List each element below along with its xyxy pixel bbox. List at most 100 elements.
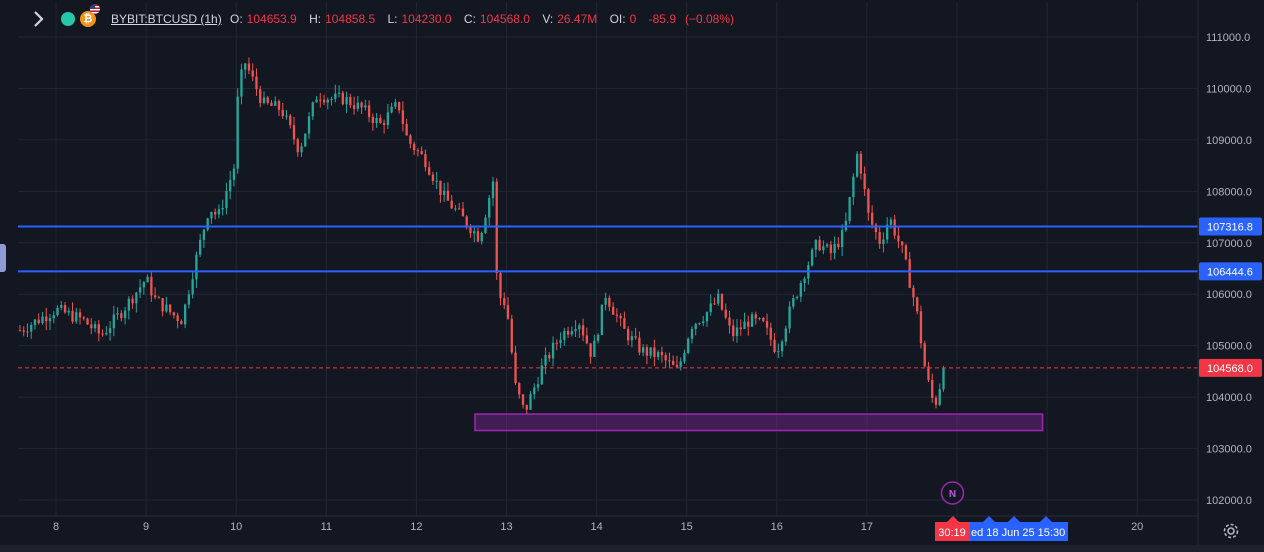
candle: [529, 391, 532, 410]
candle-body: [886, 224, 889, 240]
candle: [499, 270, 502, 306]
x-tick-label: 8: [53, 521, 59, 533]
candle: [221, 199, 224, 216]
candle: [195, 251, 198, 288]
candle-body: [240, 69, 243, 97]
candle: [938, 383, 941, 407]
candle: [259, 85, 262, 108]
candle-body: [901, 241, 904, 246]
support-zone[interactable]: [474, 413, 1044, 432]
candle-body: [296, 139, 299, 153]
support-zone-layer[interactable]: [474, 413, 1044, 432]
y-tick-label: 103000.0: [1206, 444, 1252, 456]
candle: [657, 350, 660, 361]
candle-body: [822, 246, 825, 251]
candle-body: [927, 366, 930, 380]
candle: [37, 313, 40, 325]
candle-body: [709, 303, 712, 313]
candle-body: [183, 304, 187, 325]
candle-body: [795, 296, 799, 299]
candle: [623, 311, 626, 330]
candle: [240, 63, 243, 105]
candle-body: [322, 99, 326, 103]
candle-body: [285, 115, 288, 117]
candle-body: [600, 304, 604, 335]
symbol-title[interactable]: BYBIT:BTCUSD (1h): [111, 12, 222, 26]
gear-icon[interactable]: [1221, 521, 1241, 541]
candle-body: [739, 327, 742, 330]
news-marker-icon[interactable]: [940, 481, 965, 505]
candle: [142, 281, 146, 295]
candle: [168, 304, 172, 315]
candle-body: [837, 243, 840, 248]
crosshair-time-badge: [968, 522, 1068, 541]
chevron-right-icon[interactable]: [28, 9, 48, 29]
candle: [503, 292, 506, 310]
candle: [461, 201, 465, 217]
candle-body: [574, 329, 577, 332]
candle: [574, 320, 577, 337]
candle-body: [337, 92, 341, 94]
candle: [563, 327, 566, 346]
candle-body: [491, 181, 495, 198]
candle: [274, 96, 277, 107]
candle-body: [469, 226, 472, 234]
candle-body: [52, 315, 55, 319]
candle: [326, 97, 329, 110]
candle-body: [315, 99, 318, 103]
candle-body: [788, 306, 791, 329]
candle-body: [120, 313, 123, 319]
candle: [214, 208, 217, 220]
candle-body: [97, 324, 100, 334]
candle-body: [210, 211, 213, 219]
candle: [33, 318, 37, 330]
candle-body: [225, 191, 228, 208]
candle-body: [713, 303, 716, 305]
candle-body: [518, 383, 521, 395]
candle-body: [784, 328, 787, 342]
candle: [878, 225, 881, 249]
candle-body: [443, 190, 446, 195]
candle: [600, 304, 604, 336]
candle-body: [266, 97, 269, 103]
candle-body: [638, 337, 641, 353]
level-price-badge: [1199, 262, 1262, 281]
candle: [379, 114, 382, 124]
candle-body: [150, 276, 153, 296]
candle-body: [525, 404, 528, 410]
candle: [886, 217, 889, 244]
candle: [544, 347, 547, 375]
candle: [371, 113, 375, 131]
candle: [236, 88, 239, 174]
candle: [848, 196, 851, 225]
candle-body: [236, 96, 239, 169]
candle: [837, 237, 840, 250]
candle: [356, 96, 359, 112]
x-tick-label: 17: [861, 521, 873, 533]
candle-body: [660, 352, 664, 356]
side-panel-handle[interactable]: [0, 244, 6, 272]
candle: [555, 339, 558, 351]
high-value: 104858.5: [325, 12, 376, 26]
candle: [810, 247, 814, 267]
candle-body: [390, 106, 393, 113]
candle-body: [116, 313, 119, 315]
candle-body: [705, 312, 709, 322]
candle: [931, 373, 934, 403]
candle-body: [566, 330, 570, 335]
candle: [807, 261, 810, 285]
candle-body: [510, 318, 513, 353]
news-marker-label: N: [949, 489, 956, 500]
candle: [176, 312, 179, 329]
candle: [229, 170, 232, 200]
candle: [127, 296, 130, 320]
candle-body: [810, 249, 814, 266]
candle: [405, 118, 408, 136]
candle: [428, 161, 431, 176]
horizontal-levels[interactable]: 107316.8 106444.6 104568.0: [18, 217, 1262, 377]
candle-body: [247, 63, 251, 71]
candle-body: [105, 332, 108, 335]
candle-body: [214, 211, 217, 215]
y-tick-label: 111000.0: [1206, 32, 1250, 44]
